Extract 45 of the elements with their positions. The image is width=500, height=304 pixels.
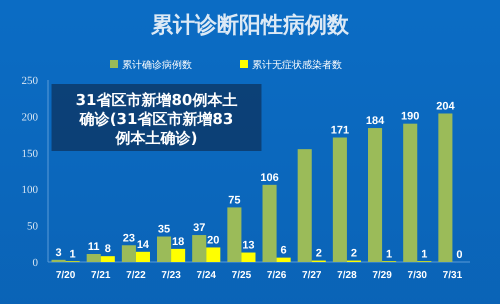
x-tick-label: 7/26 <box>266 270 287 281</box>
data-label: 6 <box>280 244 287 257</box>
data-label: 184 <box>366 115 386 128</box>
y-tick-label: 200 <box>22 111 38 124</box>
x-tick-label: 7/24 <box>196 270 216 281</box>
data-label: 3 <box>55 246 62 259</box>
data-label: 0 <box>456 249 463 261</box>
x-tick-label: 7/27 <box>302 270 322 281</box>
x-tick-label: 7/21 <box>91 270 111 281</box>
data-label: 1 <box>386 248 392 260</box>
y-tick-label: 150 <box>22 148 38 160</box>
annotation: 31省区市新增80例本土确诊(31省区市新增83例本土确诊) <box>76 91 238 147</box>
chart-title: 累计诊断阳性病例数 <box>150 13 350 38</box>
data-label: 204 <box>436 100 456 112</box>
data-label: 13 <box>242 240 255 252</box>
data-label: 11 <box>88 240 100 253</box>
data-label: 1 <box>70 248 76 260</box>
y-tick-label: 50 <box>27 220 38 233</box>
y-tick-label: 100 <box>22 184 38 196</box>
data-label: 8 <box>104 243 111 256</box>
data-label: 23 <box>122 232 136 244</box>
data-label: 18 <box>172 236 184 248</box>
x-tick-label: 7/25 <box>232 270 252 281</box>
data-label: 2 <box>316 248 322 260</box>
x-tick-label: 7/20 <box>56 270 76 281</box>
data-label: 190 <box>401 110 420 123</box>
x-tick-label: 7/28 <box>337 270 358 281</box>
legend-label: 累计无症状感染者数 <box>252 59 342 71</box>
x-tick-label: 7/29 <box>372 270 392 281</box>
x-tick-label: 7/30 <box>408 270 428 281</box>
data-label: 20 <box>207 234 220 246</box>
data-label: 106 <box>260 172 279 184</box>
y-tick-label: 250 <box>22 75 38 87</box>
x-tick-label: 7/31 <box>442 270 463 281</box>
data-label: 1 <box>421 248 428 260</box>
data-label: 35 <box>158 224 170 236</box>
data-label: 14 <box>136 238 150 251</box>
data-label: 75 <box>228 194 241 206</box>
data-label: 37 <box>193 222 206 234</box>
y-tick-label: 0 <box>32 257 38 269</box>
data-label: 2 <box>350 248 358 260</box>
data-label: 171 <box>330 124 350 137</box>
legend-label: 累计确诊病例数 <box>122 59 192 71</box>
x-tick-label: 7/23 <box>161 270 182 281</box>
x-tick-label: 7/22 <box>126 270 146 281</box>
